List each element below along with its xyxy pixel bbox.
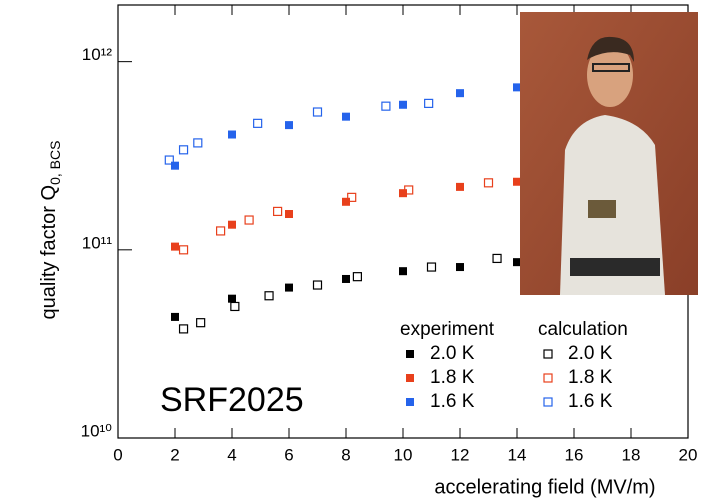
point [228, 130, 236, 139]
point [513, 83, 521, 92]
point [399, 100, 407, 109]
point [285, 283, 293, 292]
point [381, 101, 391, 111]
x-tick-label: 0 [113, 445, 122, 464]
point [164, 155, 174, 165]
point [399, 267, 407, 276]
point [342, 112, 350, 121]
x-tick-label: 12 [451, 445, 470, 464]
y-tick-label: 10¹¹ [82, 233, 113, 252]
legend-marker [406, 350, 414, 358]
point [404, 185, 414, 195]
point [273, 206, 283, 217]
point [228, 220, 236, 229]
point [399, 189, 407, 198]
point [193, 138, 203, 148]
legend-label: 2.0 K [568, 343, 613, 364]
legend-header: experiment [400, 319, 495, 340]
point [253, 118, 263, 128]
y-axis-label-sub: 0, BCS [47, 141, 63, 185]
point [456, 89, 464, 98]
x-axis-label: accelerating field (MV/m) [434, 476, 655, 498]
point [492, 253, 502, 264]
legend-marker [543, 349, 553, 359]
y-axis-label-main: quality factor Q [38, 185, 60, 320]
speaker-photo [520, 12, 698, 295]
point [352, 272, 362, 282]
legend-header: calculation [538, 319, 628, 340]
point [230, 301, 240, 312]
legend-marker [543, 373, 553, 383]
x-tick-label: 2 [170, 445, 179, 464]
legend-label: 1.6 K [568, 391, 613, 412]
point [483, 178, 494, 188]
x-tick-label: 8 [341, 445, 350, 464]
point [216, 226, 226, 236]
legend-marker [543, 397, 553, 407]
x-tick-label: 18 [622, 445, 641, 464]
point [264, 291, 274, 301]
point [285, 210, 293, 219]
x-tick-label: 16 [565, 445, 584, 464]
legend-marker [406, 374, 414, 382]
legend-label: 1.8 K [568, 367, 613, 388]
x-tick-label: 14 [508, 445, 527, 464]
point [456, 263, 464, 272]
point [513, 177, 521, 186]
y-axis-label: quality factor Q0, BCS [38, 141, 62, 320]
x-tick-label: 6 [284, 445, 293, 464]
point [513, 258, 521, 267]
point [244, 215, 254, 225]
point [347, 192, 357, 202]
x-tick-label: 4 [227, 445, 236, 464]
legend-label: 1.8 K [430, 367, 475, 388]
x-tick-label: 20 [679, 445, 698, 464]
point [171, 242, 179, 251]
point [178, 145, 189, 155]
point [178, 245, 189, 255]
point [171, 312, 179, 321]
legend-label: 1.6 K [430, 391, 475, 412]
point [342, 197, 350, 206]
point [456, 182, 464, 191]
legend-label: 2.0 K [430, 343, 475, 364]
annotation: SRF2025 [160, 381, 304, 419]
legend-marker [406, 398, 414, 406]
y-tick-label: 10¹⁰ [81, 421, 113, 440]
point [178, 324, 189, 334]
point [228, 294, 236, 303]
point [171, 161, 179, 170]
x-tick-label: 10 [394, 445, 413, 464]
point [312, 107, 323, 117]
point [342, 274, 350, 283]
y-tick-label: 10¹² [82, 45, 113, 64]
point [285, 121, 293, 130]
point [312, 280, 323, 290]
point [196, 318, 206, 328]
point [426, 262, 437, 272]
point [424, 98, 434, 108]
